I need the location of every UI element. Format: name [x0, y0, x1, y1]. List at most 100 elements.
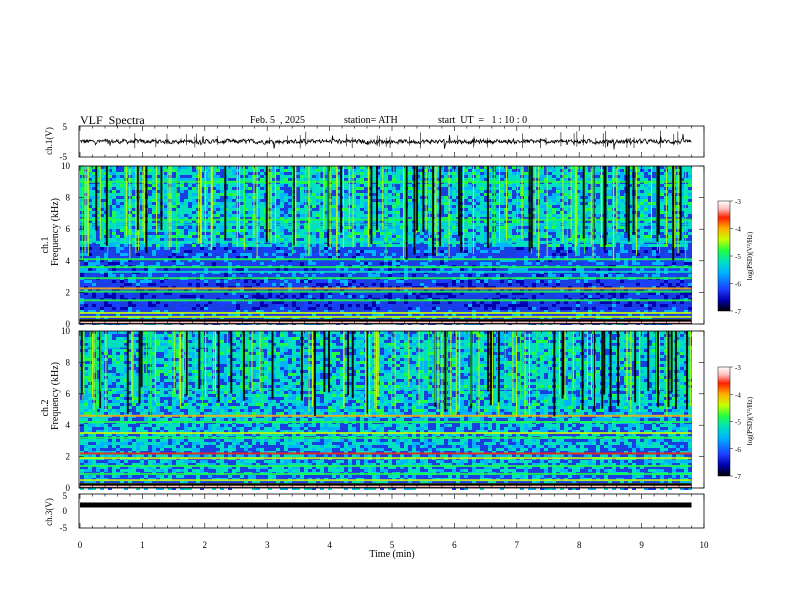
ch1-spectrogram-cell: [260, 193, 264, 196]
ch1-spectrogram-cell: [580, 232, 584, 235]
ch1-spectrogram-cell: [360, 232, 364, 235]
ch1-spectrogram-cell: [464, 184, 468, 187]
ch1-spectrogram-cell: [84, 295, 88, 298]
ch1-spectrogram-cell: [124, 307, 128, 310]
ch1-spectrogram-cell: [416, 256, 420, 259]
ch1-spectrogram-cell: [148, 289, 152, 292]
ch1-spectrogram-cell: [336, 232, 340, 235]
ch1-spectrogram-cell: [648, 205, 652, 208]
ch1-spectrogram-cell: [388, 220, 392, 223]
ch1-spectrogram-cell: [284, 178, 288, 181]
ch1-spectrogram-cell: [600, 247, 604, 250]
ch1-spectrogram-cell: [356, 214, 360, 217]
ch1-spectrogram-cell: [228, 220, 232, 223]
ch1-spectrogram-cell: [500, 199, 504, 202]
ch1-spectrogram-cell: [104, 289, 108, 292]
ch1-spectrogram-cell: [188, 295, 192, 298]
ch1-spectrogram-cell: [476, 292, 480, 295]
ch1-spectrogram-cell: [596, 199, 600, 202]
ch1-spectrogram-cell: [588, 178, 592, 181]
ch1-spectrogram-cell: [652, 232, 656, 235]
ch1-spectrogram-cell: [420, 292, 424, 295]
ch1-spectrogram-cell: [132, 256, 136, 259]
ch1-spectrogram-cell: [468, 199, 472, 202]
ch1-spectrogram-cell: [688, 172, 692, 175]
ch1-spectrogram-cell: [356, 253, 360, 256]
ch1-spectrogram-cell: [88, 214, 92, 217]
ch1-spectrogram-cell: [536, 238, 540, 241]
ch1-spectrogram-cell: [688, 211, 692, 214]
ch1-spectrogram-cell: [640, 226, 644, 229]
ch1-spectrogram-cell: [540, 193, 544, 196]
ch1-spectrogram-cell: [196, 214, 200, 217]
ch1-spectrogram-cell: [620, 208, 624, 211]
ch1-spectrogram-cell: [116, 247, 120, 250]
ch1-spectrogram-cell: [132, 268, 136, 271]
ch1-spectrogram-cell: [124, 256, 128, 259]
ch1-spectrogram-cell: [200, 283, 204, 286]
ch1-spectrogram-cell: [84, 289, 88, 292]
ch1-spectrogram-cell: [420, 232, 424, 235]
ch1-spectrogram-cell: [360, 268, 364, 271]
ch1-spectrogram-cell: [240, 229, 244, 232]
ch1-spectrogram-cell: [644, 166, 648, 169]
ch1-spectrogram-cell: [184, 274, 188, 277]
ch1-spectrogram-cell: [468, 187, 472, 190]
ch1-spectrogram-cell: [252, 238, 256, 241]
ch1-spectrogram-cell: [408, 289, 412, 292]
ch1-spectrogram-cell: [608, 205, 612, 208]
ch1-spectrogram-cell: [280, 166, 284, 169]
ch1-spectrogram-cell: [276, 220, 280, 223]
ch1-spectrogram-cell: [316, 184, 320, 187]
ch1-spectrogram-cell: [648, 283, 652, 286]
ch1-spectrogram-cell: [564, 244, 568, 247]
ch1-spectrogram-cell: [500, 190, 504, 193]
ch1-spectrogram-cell: [248, 199, 252, 202]
ch1-spectrogram-cell: [160, 283, 164, 286]
ch1-spectrogram-cell: [536, 166, 540, 169]
ch1-spectrogram-cell: [376, 250, 380, 253]
ch1-spectrogram-cell: [292, 304, 296, 307]
ch1-spectrogram-cell: [484, 295, 488, 298]
ch1-spectrogram-cell: [568, 175, 572, 178]
ch1-spectrogram-cell: [608, 274, 612, 277]
ch1-spectrogram-cell: [628, 211, 632, 214]
ch1-spectrogram-cell: [636, 292, 640, 295]
ch1-spectrogram-cell: [644, 247, 648, 250]
ch1-spectrogram-cell: [368, 262, 372, 265]
ch1-spectrogram-cell: [632, 268, 636, 271]
ch1-spectrogram-cell: [544, 217, 548, 220]
ch1-spectrogram-cell: [408, 220, 412, 223]
ch1-spectrogram-cell: [176, 256, 180, 259]
ch1-spectrogram-cell: [496, 283, 500, 286]
ch1-spectrogram-cell: [228, 214, 232, 217]
ch1-spectrogram-cell: [116, 220, 120, 223]
ch1-spectrogram-cell: [140, 235, 144, 238]
ch1-spectrogram-cell: [568, 250, 572, 253]
ch1-waveform-panel: 5 -5 ch.1(V): [44, 122, 705, 162]
ch1-spectrogram-cell: [348, 250, 352, 253]
ch1-spectrogram-cell: [140, 220, 144, 223]
ch1-spectrogram-cell: [380, 253, 384, 256]
ch1-spectrogram-cell: [536, 205, 540, 208]
ch1-spectrogram-cell: [396, 193, 400, 196]
ch1-spectrogram-cell: [368, 247, 372, 250]
ch1-spectrogram-cell: [548, 289, 552, 292]
ch1-spectrogram-cell: [536, 208, 540, 211]
ch1-spectrogram-cell: [236, 184, 240, 187]
ch1-spectrogram-cell: [576, 304, 580, 307]
ch1-spectrogram-cell: [316, 172, 320, 175]
ch1-spectrogram-cell: [336, 211, 340, 214]
ch1-spectrogram-cell: [364, 217, 368, 220]
ch1-spectrogram-cell: [356, 259, 360, 262]
ch1-spectrogram-cell: [268, 214, 272, 217]
ch1-spectrogram-cell: [448, 232, 452, 235]
ch1-spectrogram-cell: [668, 184, 672, 187]
ch1-spectrogram-cell: [596, 268, 600, 271]
ch1-spectrogram-cell: [576, 208, 580, 211]
ch1-spectrogram-cell: [456, 304, 460, 307]
ch1-spectrogram-cell: [96, 187, 100, 190]
ch1-spectrogram-cell: [200, 211, 204, 214]
ch1-spectrogram-cell: [228, 202, 232, 205]
ch1-spectrogram-cell: [584, 211, 588, 214]
